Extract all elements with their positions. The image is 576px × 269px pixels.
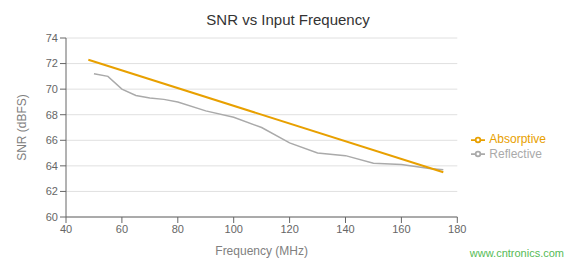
svg-text:62: 62 <box>46 185 58 197</box>
svg-text:40: 40 <box>60 223 72 235</box>
svg-text:72: 72 <box>46 57 58 69</box>
svg-text:160: 160 <box>392 223 410 235</box>
svg-text:140: 140 <box>336 223 354 235</box>
svg-text:66: 66 <box>46 134 58 146</box>
svg-text:68: 68 <box>46 109 58 121</box>
svg-text:100: 100 <box>225 223 243 235</box>
svg-text:Frequency (MHz): Frequency (MHz) <box>215 244 308 258</box>
svg-text:80: 80 <box>172 223 184 235</box>
html-text:Absorptive: Absorptive <box>489 131 546 146</box>
svg-text:60: 60 <box>46 211 58 223</box>
html-text:SNR vs Input Frequency: SNR vs Input Frequency <box>206 11 370 28</box>
svg-text:64: 64 <box>46 160 58 172</box>
svg-text:70: 70 <box>46 83 58 95</box>
svg-text:74: 74 <box>46 32 58 44</box>
svg-text:60: 60 <box>116 223 128 235</box>
svg-text:120: 120 <box>280 223 298 235</box>
html-text:www.cntronics.com: www.cntronics.com <box>469 247 564 259</box>
svg-text:180: 180 <box>448 223 466 235</box>
svg-text:SNR (dBFS): SNR (dBFS) <box>15 94 29 161</box>
html-text:Reflective: Reflective <box>489 146 542 161</box>
